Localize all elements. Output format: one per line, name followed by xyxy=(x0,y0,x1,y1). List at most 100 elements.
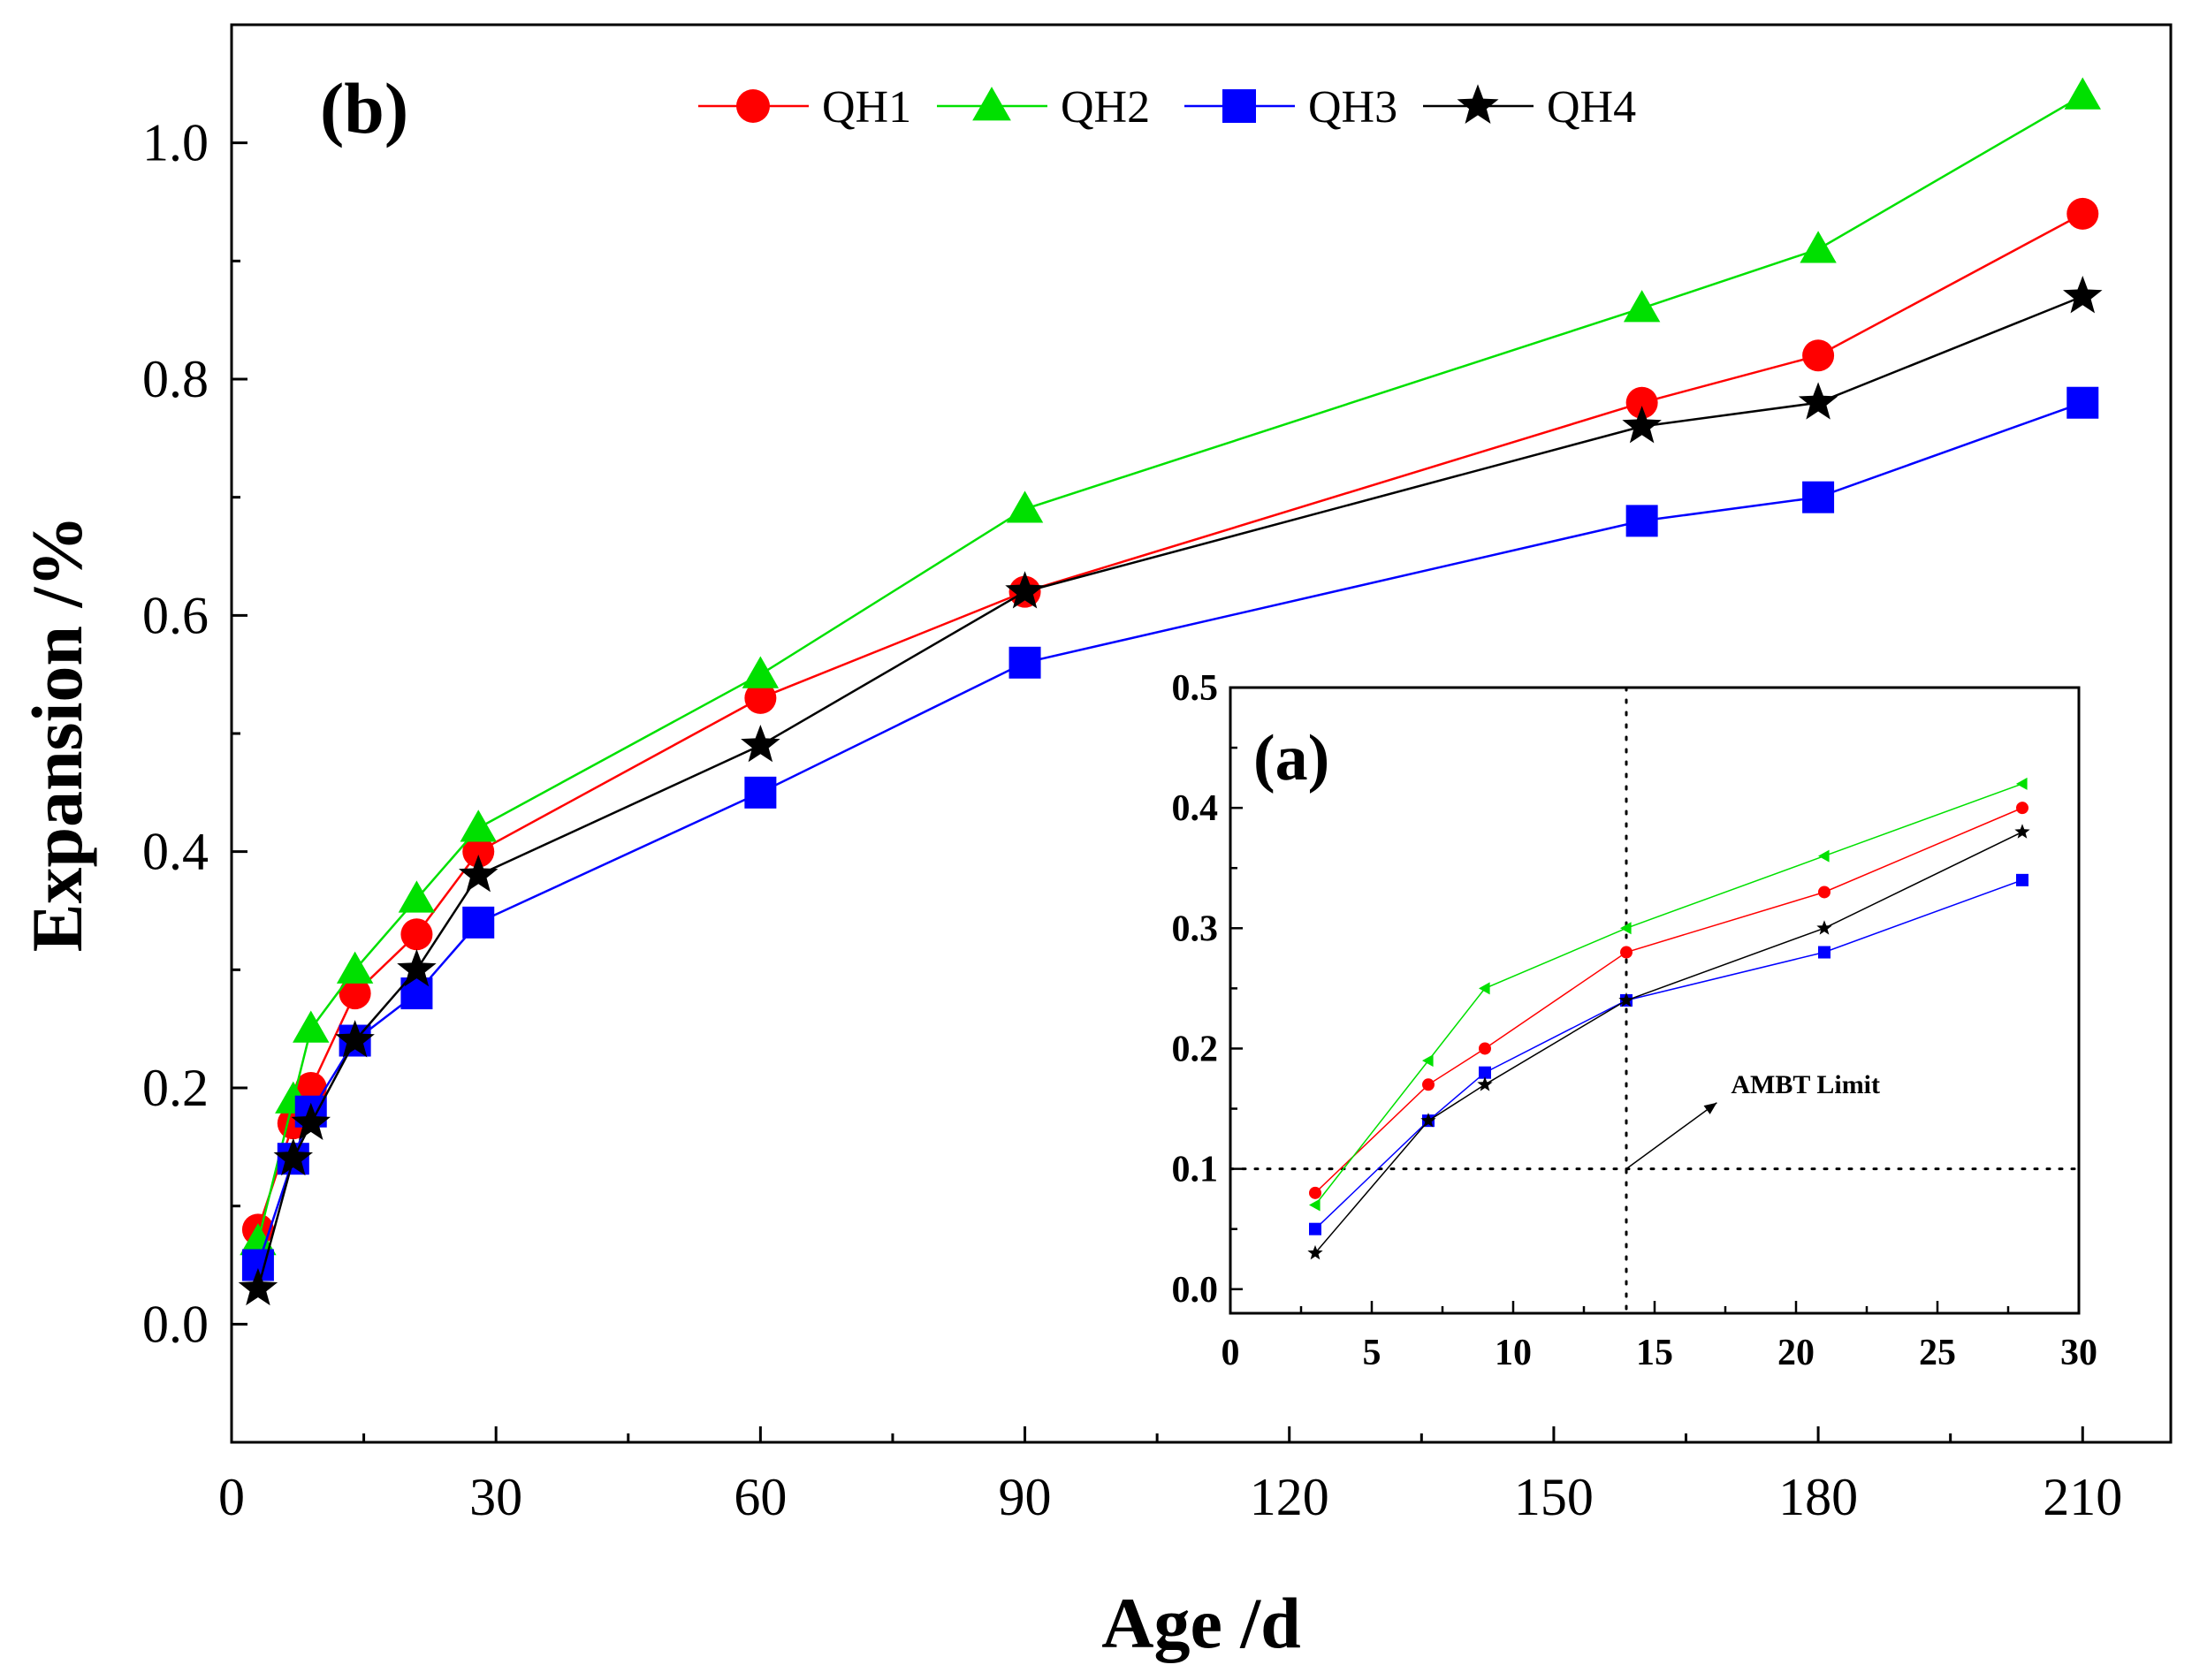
inset-plot: 0 5 10 15 20 25 30 0.0 0.1 0.2 0.3 0.4 0.5 AMBT Limit… xyxy=(1172,668,2098,1373)
data-point-qh1 xyxy=(1802,339,1835,372)
data-point-qh2 xyxy=(1623,290,1661,323)
data-point-qh4 xyxy=(2063,276,2103,314)
inset-x-tick-label: 5 xyxy=(1363,1333,1381,1373)
data-point-qh4 xyxy=(1622,406,1662,444)
annotation-arrow-head xyxy=(1703,1102,1717,1114)
data-point-qh4 xyxy=(335,1020,375,1058)
y-tick-label: 1.0 xyxy=(142,114,209,172)
inset-x-tick-label: 25 xyxy=(1919,1333,1956,1373)
inset-data-point-qh1 xyxy=(1818,886,1830,899)
panel-label-a: (a) xyxy=(1253,722,1329,794)
inset-x-tick-label: 0 xyxy=(1222,1333,1240,1373)
inset-data-point-qh1 xyxy=(2016,802,2028,815)
data-point-qh4 xyxy=(397,948,437,987)
x-tick-label: 60 xyxy=(734,1468,787,1526)
x-tick-label: 150 xyxy=(1514,1468,1594,1526)
data-point-qh2 xyxy=(293,1010,330,1043)
data-point-qh4 xyxy=(238,1267,278,1306)
inset-x-tick-label: 30 xyxy=(2060,1333,2097,1373)
inset-data-point-qh4 xyxy=(2014,824,2030,839)
inset-data-point-qh3 xyxy=(2016,873,2028,886)
inset-data-point-qh2 xyxy=(2016,777,2028,790)
legend-label-qh3: QH3 xyxy=(1308,82,1397,133)
x-tick-label: 30 xyxy=(469,1468,522,1526)
legend-marker-qh2 xyxy=(972,87,1011,121)
inset-data-point-qh2 xyxy=(1309,1198,1321,1212)
inset-x-tick-label: 10 xyxy=(1495,1333,1532,1373)
data-point-qh3 xyxy=(1008,646,1041,679)
data-point-qh2 xyxy=(460,810,497,842)
inset-series-line-qh1 xyxy=(1314,807,2023,1194)
main-plot: 0 30 60 90 120 150 180 210 0.0 0.2 0.4 0.6 0.8 1.0 Age… xyxy=(17,23,2173,1663)
data-point-qh4 xyxy=(291,1102,331,1141)
y-tick-label: 0.4 xyxy=(142,823,209,881)
legend-marker-qh1 xyxy=(736,89,770,123)
inset-data-point-qh1 xyxy=(1309,1186,1321,1199)
inset-y-tick-label: 0.1 xyxy=(1172,1150,1219,1190)
data-point-qh1 xyxy=(1625,386,1658,419)
inset-data-point-qh1 xyxy=(1620,946,1633,959)
legend-label-qh4: QH4 xyxy=(1547,82,1636,133)
data-point-qh3 xyxy=(744,776,777,809)
legend-label-qh2: QH2 xyxy=(1061,82,1150,133)
data-point-qh4 xyxy=(458,855,499,893)
x-tick-label: 180 xyxy=(1778,1468,1858,1526)
data-point-qh1 xyxy=(2066,197,2099,230)
inset-data-point-qh4 xyxy=(1816,920,1832,935)
x-axis-title: Age /d xyxy=(1101,1583,1301,1663)
data-point-qh4 xyxy=(1798,382,1838,420)
legend-marker-qh3 xyxy=(1222,89,1256,123)
inset-x-tick-label: 20 xyxy=(1777,1333,1815,1373)
inset-data-point-qh4 xyxy=(1420,1113,1436,1128)
inset-data-point-qh4 xyxy=(1307,1244,1323,1260)
inset-y-tick-label: 0.0 xyxy=(1172,1270,1219,1311)
inset-data-point-qh2 xyxy=(1422,1054,1434,1068)
legend-label-qh1: QH1 xyxy=(822,82,911,133)
data-point-qh1 xyxy=(400,918,433,951)
inset-data-point-qh4 xyxy=(1618,992,1634,1007)
data-point-qh4 xyxy=(1005,571,1045,609)
x-tick-label: 120 xyxy=(1250,1468,1329,1526)
inset-y-tick-label: 0.3 xyxy=(1172,908,1219,949)
inset-series-line-qh2 xyxy=(1314,783,2023,1205)
data-point-qh1 xyxy=(462,835,495,868)
inset-data-point-qh3 xyxy=(1309,1222,1321,1235)
inset-data-point-qh1 xyxy=(1479,1042,1491,1055)
data-point-qh3 xyxy=(462,906,495,939)
legend-marker-qh4 xyxy=(1457,84,1499,124)
inset-data-point-qh3 xyxy=(1818,946,1830,959)
data-point-qh3 xyxy=(1625,505,1658,537)
data-point-qh2 xyxy=(398,880,436,913)
data-point-qh2 xyxy=(1006,490,1044,523)
inset-data-point-qh1 xyxy=(1422,1078,1435,1091)
data-point-qh2 xyxy=(2064,77,2101,110)
y-axis-title: Expansion /% xyxy=(17,515,97,952)
data-point-qh2 xyxy=(240,1223,277,1256)
data-point-qh2 xyxy=(1800,231,1837,263)
data-point-qh3 xyxy=(1802,481,1835,513)
data-point-qh2 xyxy=(336,951,374,984)
inset-data-point-qh3 xyxy=(1479,1066,1491,1079)
inset-data-point-qh4 xyxy=(1477,1076,1493,1091)
panel-label-b: (b) xyxy=(320,68,408,148)
data-point-qh2 xyxy=(742,656,780,688)
inset-y-tick-label: 0.4 xyxy=(1172,788,1219,829)
y-tick-label: 0.6 xyxy=(142,586,209,644)
annotation-ambt-limit: AMBT Limit xyxy=(1731,1070,1880,1099)
inset-series-line-qh4 xyxy=(1314,831,2023,1254)
annotation-arrow-line xyxy=(1625,1102,1717,1170)
y-tick-label: 0.0 xyxy=(142,1295,209,1353)
x-tick-label: 210 xyxy=(2043,1468,2122,1526)
inset-series-line-qh3 xyxy=(1314,879,2023,1230)
data-point-qh3 xyxy=(2066,386,2099,419)
data-point-qh4 xyxy=(741,724,780,763)
y-tick-label: 0.2 xyxy=(142,1059,209,1117)
inset-y-tick-label: 0.5 xyxy=(1172,668,1219,709)
inset-plot-frame xyxy=(1229,686,2081,1315)
data-point-qh4 xyxy=(273,1137,314,1176)
x-tick-label: 90 xyxy=(999,1468,1052,1526)
inset-data-point-qh2 xyxy=(1818,849,1830,863)
y-tick-label: 0.8 xyxy=(142,350,209,408)
